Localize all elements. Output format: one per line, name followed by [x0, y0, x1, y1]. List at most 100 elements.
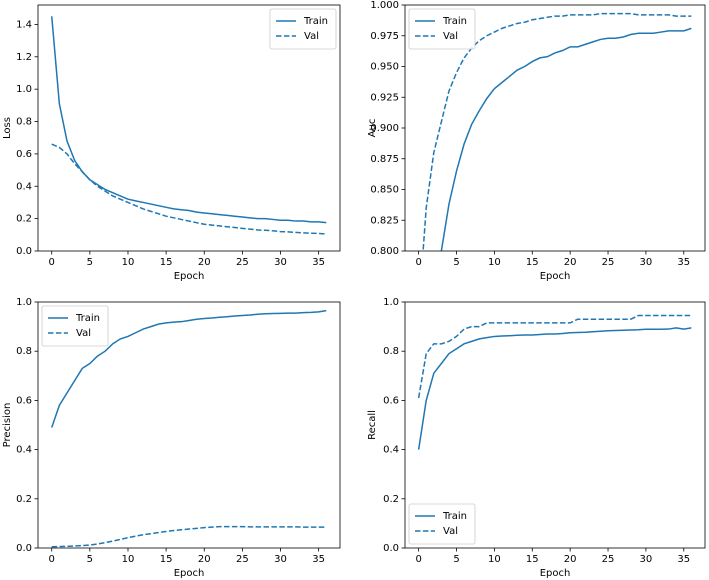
y-tick-label: 0.800 — [370, 246, 399, 257]
subplot: 0 5 10 15 20 25 30 35 0.800 0.825 0.850 0.875 0.900 0… — [367, 0, 706, 282]
y-tick-label: 0.875 — [370, 154, 399, 165]
x-tick-label: 5 — [87, 257, 93, 268]
legend-box — [408, 8, 476, 50]
y-axis-label: Auc — [367, 119, 378, 138]
y-tick-label: 1.0 — [16, 297, 32, 308]
legend-label: Val — [304, 31, 319, 42]
x-tick-label: 25 — [236, 257, 249, 268]
axes-frame — [37, 301, 341, 549]
x-tick-label: 15 — [160, 554, 173, 565]
y-tick-label: 0.0 — [16, 246, 32, 257]
y-tick-label: 0.8 — [383, 346, 399, 357]
series-line — [51, 143, 327, 235]
y-tick-label: 0.8 — [16, 117, 32, 128]
x-tick-label: 20 — [198, 257, 211, 268]
x-tick-label: 25 — [236, 554, 249, 565]
legend-label: Train — [75, 313, 100, 324]
y-tick-label: 0.0 — [16, 543, 32, 554]
series-line — [422, 12, 692, 251]
x-tick-label: 35 — [312, 257, 325, 268]
y-tick-label: 0.6 — [16, 395, 32, 406]
legend: Train Val — [269, 8, 337, 50]
y-tick-label: 0.0 — [383, 543, 399, 554]
legend-box — [408, 503, 476, 545]
series-line — [51, 309, 327, 428]
x-axis-label: Epoch — [540, 271, 571, 282]
legend-label: Train — [442, 16, 467, 27]
x-tick-label: 25 — [602, 554, 615, 565]
legend-label: Val — [443, 31, 458, 42]
x-axis-label: Epoch — [174, 568, 205, 579]
x-tick-label: 15 — [160, 257, 173, 268]
x-tick-label: 10 — [122, 554, 135, 565]
y-tick-label: 0.4 — [16, 445, 32, 456]
axes-frame — [37, 4, 341, 252]
legend: Train Val — [41, 305, 109, 347]
lines — [422, 12, 692, 251]
series-line — [440, 27, 692, 251]
y-tick-label: 0.850 — [370, 185, 399, 196]
x-axis-label: Epoch — [540, 568, 571, 579]
y-tick-label: 0.6 — [383, 395, 399, 406]
lines — [51, 309, 327, 548]
x-tick-label: 0 — [415, 554, 421, 565]
x-tick-label: 10 — [488, 257, 501, 268]
legend-label: Val — [76, 328, 91, 339]
x-tick-label: 20 — [564, 554, 577, 565]
series-line — [417, 327, 692, 450]
x-tick-label: 5 — [453, 554, 459, 565]
axes-frame — [404, 301, 706, 549]
y-tick-label: 0.2 — [16, 494, 32, 505]
y-tick-label: 0.975 — [370, 31, 399, 42]
x-tick-label: 25 — [602, 257, 615, 268]
x-tick-label: 30 — [274, 554, 287, 565]
x-tick-label: 15 — [526, 257, 539, 268]
y-tick-label: 0.825 — [370, 215, 399, 226]
x-tick-label: 10 — [122, 257, 135, 268]
x-tick-label: 20 — [564, 257, 577, 268]
x-tick-label: 5 — [453, 257, 459, 268]
legend-box — [41, 305, 109, 347]
series-line — [51, 525, 327, 548]
y-axis-label: Precision — [2, 403, 13, 448]
x-tick-label: 0 — [49, 554, 55, 565]
series-line — [50, 16, 327, 224]
legend-label: Train — [442, 511, 467, 522]
x-tick-label: 35 — [677, 554, 690, 565]
legend-label: Train — [303, 16, 328, 27]
y-tick-label: 0.950 — [370, 62, 399, 73]
x-tick-label: 30 — [274, 257, 287, 268]
x-tick-label: 10 — [488, 554, 501, 565]
y-tick-label: 0.2 — [16, 214, 32, 225]
lines — [417, 314, 692, 450]
x-tick-label: 0 — [415, 257, 421, 268]
x-tick-label: 35 — [677, 257, 690, 268]
legend-label: Val — [443, 526, 458, 537]
subplot: 0 5 10 15 20 25 30 35 0.0 0.2 0.4 0.6 0.8 1.0 Epoch Pre… — [2, 297, 341, 579]
x-axis-label: Epoch — [174, 271, 205, 282]
y-tick-label: 0.4 — [383, 445, 399, 456]
legend-box — [269, 8, 337, 50]
y-axis-label: Loss — [2, 117, 13, 139]
y-tick-label: 0.925 — [370, 92, 399, 103]
y-tick-label: 0.900 — [370, 123, 399, 134]
y-tick-label: 1.4 — [16, 19, 32, 30]
y-axis-label: Recall — [367, 410, 378, 440]
x-tick-label: 5 — [87, 554, 93, 565]
subplot: 0 5 10 15 20 25 30 35 0.0 0.2 0.4 0.6 0.8 1.0 1.2 1.4 Ep… — [2, 4, 341, 282]
x-tick-label: 15 — [526, 554, 539, 565]
y-tick-label: 0.4 — [16, 181, 32, 192]
legend: Train Val — [408, 503, 476, 545]
subplot: 0 5 10 15 20 25 30 35 0.0 0.2 0.4 0.6 0.8 1.0 Epoch Rec… — [367, 297, 706, 579]
y-tick-label: 1.2 — [16, 52, 32, 63]
y-tick-label: 1.0 — [16, 84, 32, 95]
y-tick-label: 1.0 — [383, 297, 399, 308]
series-line — [417, 314, 692, 399]
x-tick-label: 20 — [198, 554, 211, 565]
y-tick-label: 0.2 — [383, 494, 399, 505]
y-tick-label: 0.6 — [16, 149, 32, 160]
lines — [50, 16, 327, 235]
x-tick-label: 0 — [49, 257, 55, 268]
x-tick-label: 30 — [640, 257, 653, 268]
